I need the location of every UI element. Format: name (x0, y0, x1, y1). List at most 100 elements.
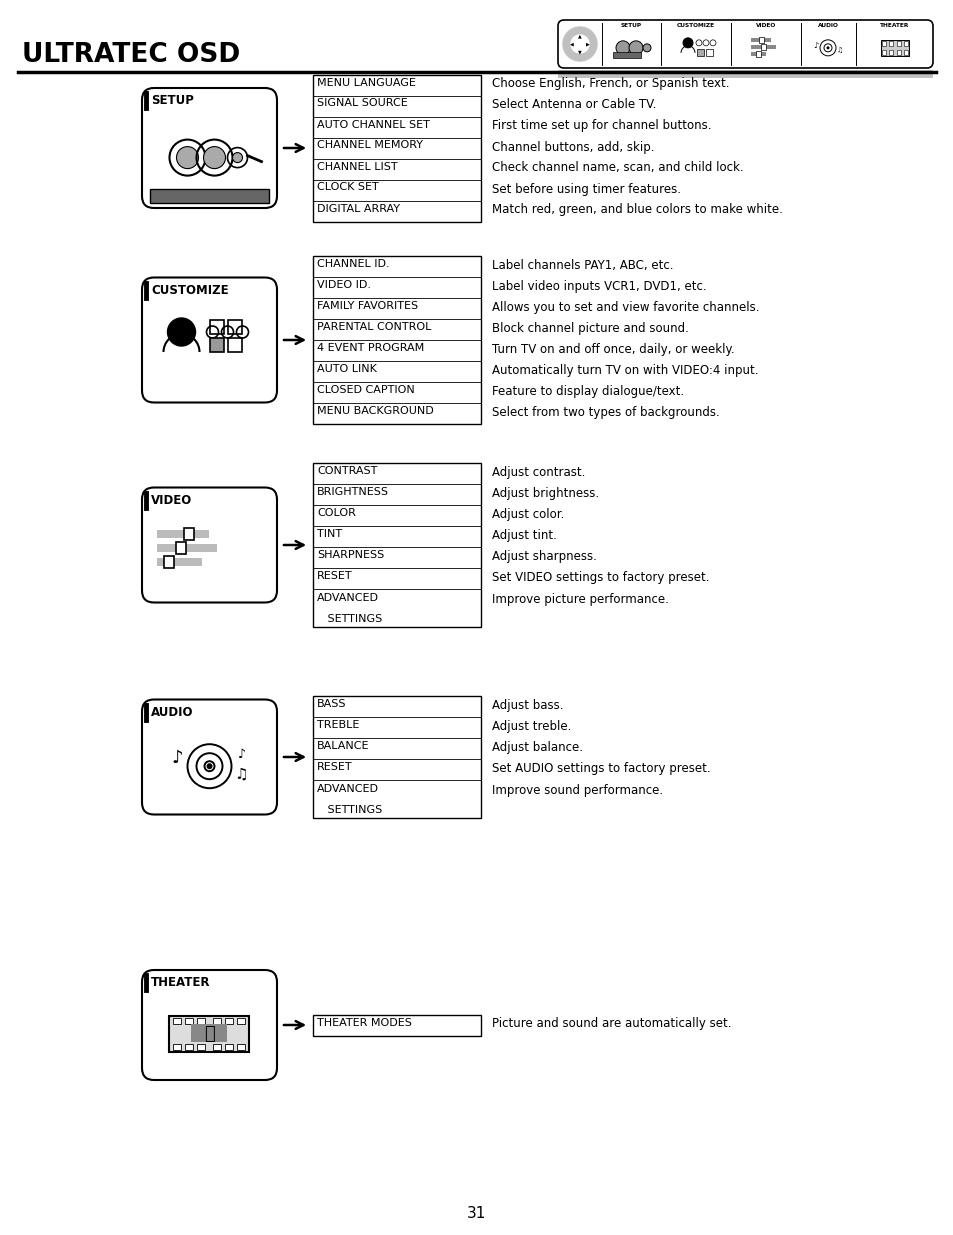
Bar (697, 49, 703, 56)
Text: ♪: ♪ (172, 750, 183, 767)
Text: VIDEO: VIDEO (151, 494, 193, 506)
Text: VIDEO: VIDEO (755, 23, 776, 28)
Circle shape (571, 35, 588, 53)
Text: FAMILY FAVORITES: FAMILY FAVORITES (316, 301, 417, 311)
Text: Adjust treble.: Adjust treble. (492, 720, 571, 734)
Circle shape (628, 41, 642, 54)
FancyBboxPatch shape (142, 488, 276, 603)
Text: ♫: ♫ (234, 767, 248, 782)
Bar (173, 1044, 181, 1050)
Text: ULTRATEC OSD: ULTRATEC OSD (22, 42, 240, 68)
Bar (185, 1044, 193, 1050)
Circle shape (825, 47, 828, 49)
Bar (903, 49, 907, 54)
Bar (705, 49, 712, 56)
Text: Select Antenna or Cable TV.: Select Antenna or Cable TV. (492, 99, 656, 111)
Text: Select from two types of backgrounds.: Select from two types of backgrounds. (492, 406, 719, 419)
Bar (237, 1044, 245, 1050)
Bar (157, 545, 217, 552)
Bar (211, 338, 224, 352)
Bar (760, 43, 765, 49)
Text: CHANNEL MEMORY: CHANNEL MEMORY (316, 141, 422, 151)
Text: Improve sound performance.: Improve sound performance. (492, 784, 662, 797)
Bar (225, 1018, 233, 1024)
Text: Automatically turn TV on with VIDEO:4 input.: Automatically turn TV on with VIDEO:4 in… (492, 364, 758, 377)
Text: Set VIDEO settings to factory preset.: Set VIDEO settings to factory preset. (492, 571, 709, 584)
Text: AUTO LINK: AUTO LINK (316, 364, 376, 374)
Text: SETTINGS: SETTINGS (316, 614, 382, 624)
Bar (192, 1024, 227, 1042)
Text: AUDIO: AUDIO (151, 705, 193, 719)
Bar (173, 1018, 181, 1024)
Bar (157, 558, 202, 566)
Text: Adjust balance.: Adjust balance. (492, 741, 582, 755)
Text: ▼: ▼ (578, 49, 581, 54)
Text: ♪: ♪ (237, 747, 245, 761)
Text: SETUP: SETUP (619, 23, 640, 28)
FancyBboxPatch shape (558, 20, 932, 68)
Bar (229, 320, 242, 333)
Text: ▶: ▶ (585, 42, 589, 47)
Bar (888, 41, 892, 46)
Circle shape (233, 153, 242, 163)
Bar (170, 1016, 250, 1052)
Bar (558, 70, 932, 78)
Bar (896, 49, 900, 54)
Text: THEATER MODES: THEATER MODES (316, 1018, 412, 1028)
Text: CUSTOMIZE: CUSTOMIZE (151, 284, 229, 296)
Text: Label channels PAY1, ABC, etc.: Label channels PAY1, ABC, etc. (492, 259, 673, 272)
Circle shape (203, 147, 225, 169)
Text: CHANNEL LIST: CHANNEL LIST (316, 162, 397, 172)
Text: SETUP: SETUP (151, 94, 193, 107)
Text: AUDIO: AUDIO (817, 23, 838, 28)
Bar (755, 51, 760, 57)
Text: RESET: RESET (316, 571, 353, 580)
Bar (313, 463, 480, 627)
Text: Match red, green, and blue colors to make white.: Match red, green, and blue colors to mak… (492, 204, 782, 216)
Text: CLOSED CAPTION: CLOSED CAPTION (316, 385, 415, 395)
Text: Adjust bass.: Adjust bass. (492, 699, 563, 713)
Text: ADVANCED: ADVANCED (316, 784, 378, 794)
Bar (888, 49, 892, 54)
Text: ▲: ▲ (578, 33, 581, 38)
Bar (613, 52, 640, 58)
Text: BALANCE: BALANCE (316, 741, 369, 751)
Text: BRIGHTNESS: BRIGHTNESS (316, 487, 389, 496)
Text: SIGNAL SOURCE: SIGNAL SOURCE (316, 99, 407, 109)
Text: COLOR: COLOR (316, 508, 355, 517)
Circle shape (616, 41, 629, 54)
Bar (150, 189, 269, 203)
Bar (750, 44, 775, 49)
Bar (197, 1044, 205, 1050)
Text: Check channel name, scan, and child lock.: Check channel name, scan, and child lock… (492, 162, 742, 174)
Text: ◀: ◀ (570, 42, 574, 47)
Bar (759, 37, 763, 43)
Text: 31: 31 (467, 1205, 486, 1220)
Text: Adjust sharpness.: Adjust sharpness. (492, 550, 597, 563)
Text: Turn TV on and off once, daily, or weekly.: Turn TV on and off once, daily, or weekl… (492, 343, 734, 356)
Text: SHARPNESS: SHARPNESS (316, 550, 384, 559)
Bar (213, 1018, 221, 1024)
Text: TREBLE: TREBLE (316, 720, 359, 730)
Text: Picture and sound are automatically set.: Picture and sound are automatically set. (492, 1018, 731, 1030)
Text: Block channel picture and sound.: Block channel picture and sound. (492, 322, 688, 335)
Bar (896, 41, 900, 46)
Bar (211, 320, 224, 333)
Text: MENU BACKGROUND: MENU BACKGROUND (316, 406, 434, 416)
Text: Allows you to set and view favorite channels.: Allows you to set and view favorite chan… (492, 301, 759, 314)
Text: Set before using timer features.: Set before using timer features. (492, 183, 680, 195)
FancyBboxPatch shape (142, 278, 276, 403)
Bar (903, 41, 907, 46)
Bar (225, 1044, 233, 1050)
Text: MENU LANGUAGE: MENU LANGUAGE (316, 78, 416, 88)
Text: BASS: BASS (316, 699, 346, 709)
Bar (164, 556, 173, 568)
Text: SETTINGS: SETTINGS (316, 805, 382, 815)
Bar (157, 530, 210, 538)
Text: Choose English, French, or Spanish text.: Choose English, French, or Spanish text. (492, 78, 729, 90)
Bar (313, 697, 480, 818)
Bar (213, 1044, 221, 1050)
FancyBboxPatch shape (142, 699, 276, 815)
FancyBboxPatch shape (142, 88, 276, 207)
Circle shape (168, 317, 195, 346)
